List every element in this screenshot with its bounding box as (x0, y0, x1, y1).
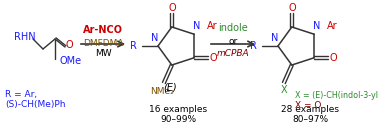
Text: O: O (209, 53, 217, 63)
Text: Ar-NCO: Ar-NCO (83, 25, 123, 35)
Text: 28 examples: 28 examples (281, 105, 339, 114)
Text: X = O: X = O (295, 100, 321, 110)
Text: (E): (E) (163, 83, 177, 93)
Text: O: O (288, 3, 296, 13)
Text: RHN: RHN (14, 32, 36, 42)
Text: indole: indole (218, 23, 248, 33)
Text: Ar: Ar (207, 21, 218, 31)
Text: 90–99%: 90–99% (160, 116, 196, 124)
Text: MW: MW (94, 50, 111, 58)
Text: N: N (313, 21, 321, 31)
Text: O: O (168, 3, 176, 13)
Text: N: N (271, 33, 279, 43)
Text: O: O (65, 40, 73, 50)
Text: X = (E)-CH(indol-3-yl): X = (E)-CH(indol-3-yl) (295, 91, 378, 100)
Text: X: X (280, 85, 287, 95)
Text: mCPBA: mCPBA (217, 50, 249, 58)
Text: R: R (130, 41, 137, 51)
Text: 16 examples: 16 examples (149, 105, 207, 114)
Text: R = Ar,: R = Ar, (5, 89, 37, 98)
Text: or: or (228, 37, 238, 46)
Text: Ar: Ar (327, 21, 338, 31)
Text: DMFDMA: DMFDMA (83, 39, 123, 48)
Text: NMe₂: NMe₂ (150, 86, 174, 96)
Text: N: N (194, 21, 201, 31)
Text: R: R (250, 41, 257, 51)
Text: OMe: OMe (60, 56, 82, 66)
Text: 80–97%: 80–97% (292, 116, 328, 124)
Text: O: O (329, 53, 337, 63)
Text: N: N (151, 33, 159, 43)
Text: (S)-CH(Me)Ph: (S)-CH(Me)Ph (5, 100, 65, 110)
